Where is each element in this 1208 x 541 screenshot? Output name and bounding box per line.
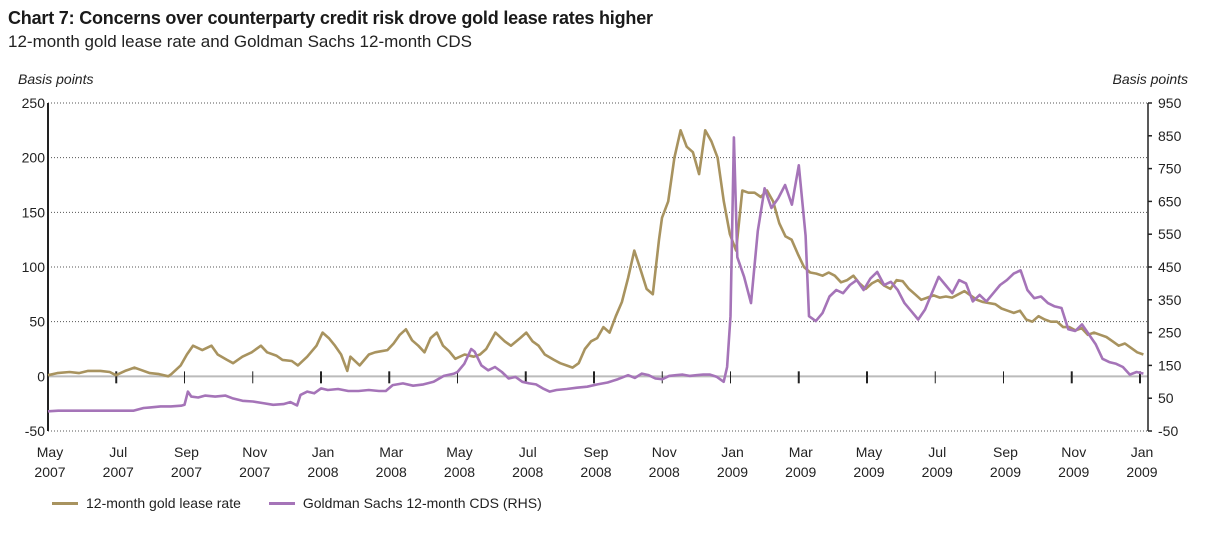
legend-swatch-cds: [268, 501, 295, 505]
x-axis-tick-label-year: 2008: [512, 464, 543, 480]
x-axis-tick-label-year: 2009: [853, 464, 884, 480]
x-axis-tick-label-year: 2008: [649, 464, 680, 480]
left-axis-tick-label: 0: [37, 368, 45, 384]
series-line-gold-lease-rate: [47, 129, 1144, 378]
chart-subtitle: 12-month gold lease rate and Goldman Sac…: [8, 32, 472, 51]
x-axis-tick-label-year: 2008: [307, 464, 338, 480]
right-axis-tick-label: 50: [1158, 390, 1174, 406]
x-axis-tick-label-month: Jul: [519, 444, 537, 460]
x-axis-tick-label-year: 2007: [34, 464, 65, 480]
right-axis-tick-label: 950: [1158, 95, 1182, 111]
left-axis-tick-label: 50: [29, 314, 45, 330]
x-axis-tick-label-year: 2008: [580, 464, 611, 480]
right-axis-tick-label: 750: [1158, 161, 1182, 177]
legend-label-gold-lease: 12-month gold lease rate: [86, 495, 241, 511]
left-axis-tick-label: -50: [25, 423, 45, 439]
right-axis-tick-label: 650: [1158, 193, 1182, 209]
x-axis-tick-label-month: Mar: [789, 444, 813, 460]
left-axis-unit-label: Basis points: [18, 71, 94, 87]
x-axis-tick-label-month: Jan: [721, 444, 744, 460]
right-axis-unit-label: Basis points: [1112, 71, 1188, 87]
x-axis-tick-label-year: 2007: [103, 464, 134, 480]
x-axis-tick-label-month: Jul: [109, 444, 127, 460]
x-axis-tick-label-year: 2009: [990, 464, 1021, 480]
x-axis-tick-label-year: 2008: [444, 464, 475, 480]
x-axis-tick-label-year: 2009: [1058, 464, 1089, 480]
right-axis-tick-label: 450: [1158, 259, 1182, 275]
left-axis-tick-label: 150: [22, 204, 46, 220]
x-axis-tick-label-year: 2008: [376, 464, 407, 480]
series-line-goldman-cds: [47, 136, 1144, 413]
x-axis-tick-label-month: Sep: [584, 444, 609, 460]
x-axis-tick-label-year: 2009: [717, 464, 748, 480]
x-axis-tick-label-month: May: [37, 444, 63, 460]
x-axis-tick-label-month: May: [446, 444, 472, 460]
left-axis-tick-label: 200: [22, 150, 46, 166]
left-axis-tick-label: 100: [22, 259, 46, 275]
x-axis-tick-label-month: Sep: [993, 444, 1018, 460]
x-axis-tick-label-month: May: [856, 444, 882, 460]
right-axis-tick-label: 150: [1158, 357, 1182, 373]
legend: 12-month gold lease rate Goldman Sachs 1…: [52, 495, 542, 511]
x-axis-tick-label-month: Nov: [652, 444, 677, 460]
x-axis-tick-label-year: 2009: [922, 464, 953, 480]
x-axis-tick-label-month: Sep: [174, 444, 199, 460]
right-axis-tick-label: 350: [1158, 292, 1182, 308]
right-axis-tick-label: -50: [1158, 423, 1178, 439]
right-axis-tick-label: 550: [1158, 226, 1182, 242]
x-axis-tick-label-year: 2009: [785, 464, 816, 480]
x-axis-tick-label-month: Jan: [312, 444, 335, 460]
x-axis-tick-label-year: 2007: [171, 464, 202, 480]
x-axis-tick-label-year: 2009: [1126, 464, 1157, 480]
legend-swatch-gold-lease: [52, 501, 78, 505]
legend-item-gold-lease: 12-month gold lease rate: [52, 495, 241, 511]
right-axis-tick-label: 250: [1158, 325, 1182, 341]
x-axis-tick-label-month: Mar: [379, 444, 403, 460]
right-axis-tick-label: 850: [1158, 128, 1182, 144]
x-axis-tick-label-month: Jan: [1131, 444, 1154, 460]
chart-title: Chart 7: Concerns over counterparty cred…: [8, 8, 653, 28]
x-axis-tick-label-month: Jul: [928, 444, 946, 460]
left-axis-tick-label: 250: [22, 95, 46, 111]
x-axis-tick-label-month: Nov: [1061, 444, 1086, 460]
x-axis-tick-label-month: Nov: [242, 444, 267, 460]
legend-item-cds: Goldman Sachs 12-month CDS (RHS): [268, 495, 542, 511]
legend-label-cds: Goldman Sachs 12-month CDS (RHS): [302, 495, 542, 511]
x-axis-tick-label-year: 2007: [239, 464, 270, 480]
